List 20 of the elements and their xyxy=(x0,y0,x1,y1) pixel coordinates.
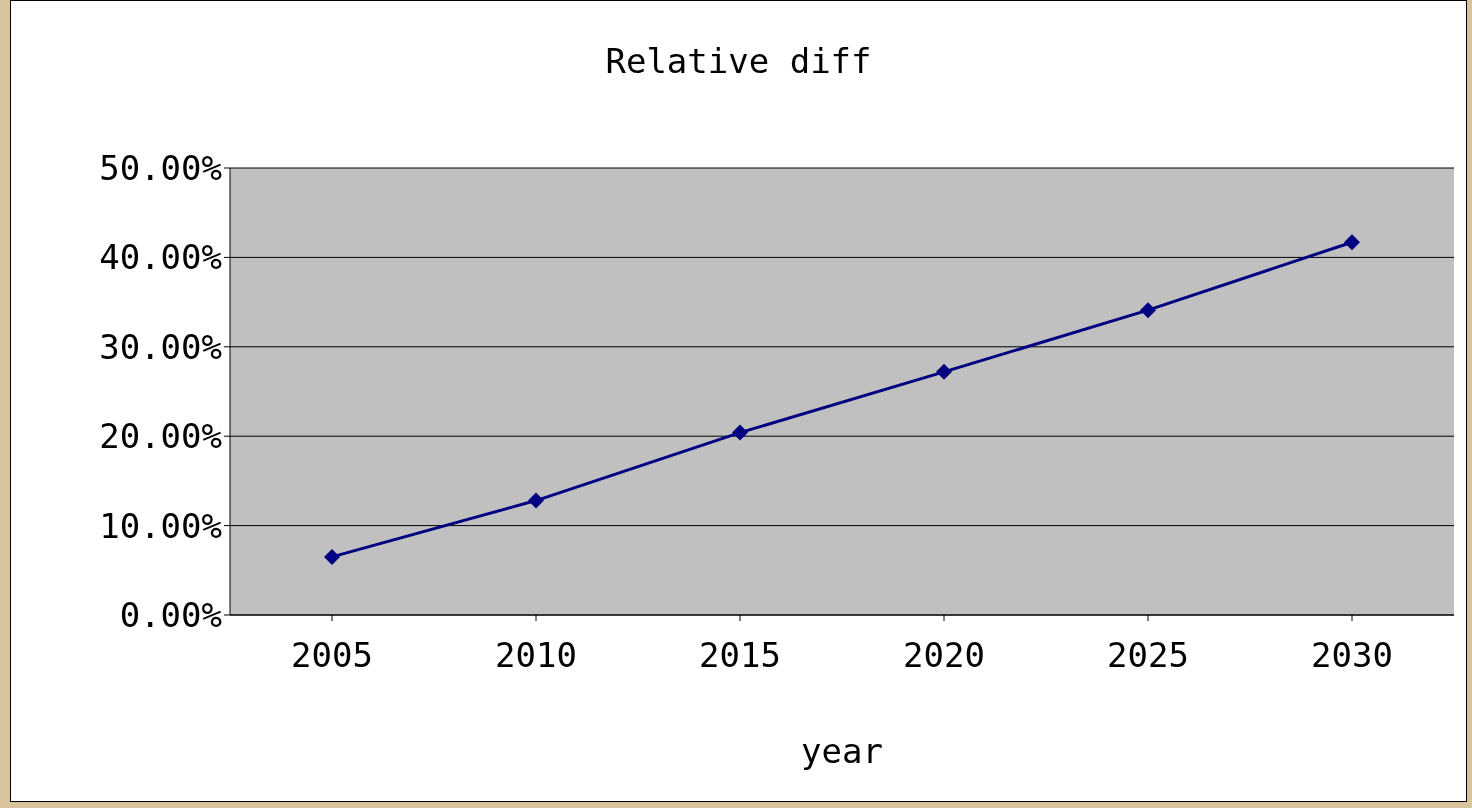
point xyxy=(732,424,748,441)
x-tick-label: 2030 xyxy=(1311,635,1393,676)
point xyxy=(324,548,340,565)
x-tick-label: 2020 xyxy=(903,635,985,676)
point xyxy=(528,492,544,509)
point xyxy=(1140,302,1156,319)
x-tick-label: 2025 xyxy=(1107,635,1189,676)
chart-title: Relative diff xyxy=(604,41,873,81)
y-tick-label: 20.00% xyxy=(99,416,222,457)
y-tick-label: 30.00% xyxy=(99,326,222,367)
x-tick-label: 2005 xyxy=(291,635,373,676)
y-tick-label: 40.00% xyxy=(99,237,222,278)
y-tick-label: 50.00% xyxy=(99,148,222,189)
point xyxy=(936,363,952,380)
x-axis-title: year xyxy=(800,731,884,771)
x-tick-label: 2010 xyxy=(495,635,577,676)
y-tick-label: 0.00% xyxy=(119,595,222,636)
x-tick-label: 2015 xyxy=(699,635,781,676)
y-tick-label: 10.00% xyxy=(99,505,222,546)
point xyxy=(1344,234,1360,251)
